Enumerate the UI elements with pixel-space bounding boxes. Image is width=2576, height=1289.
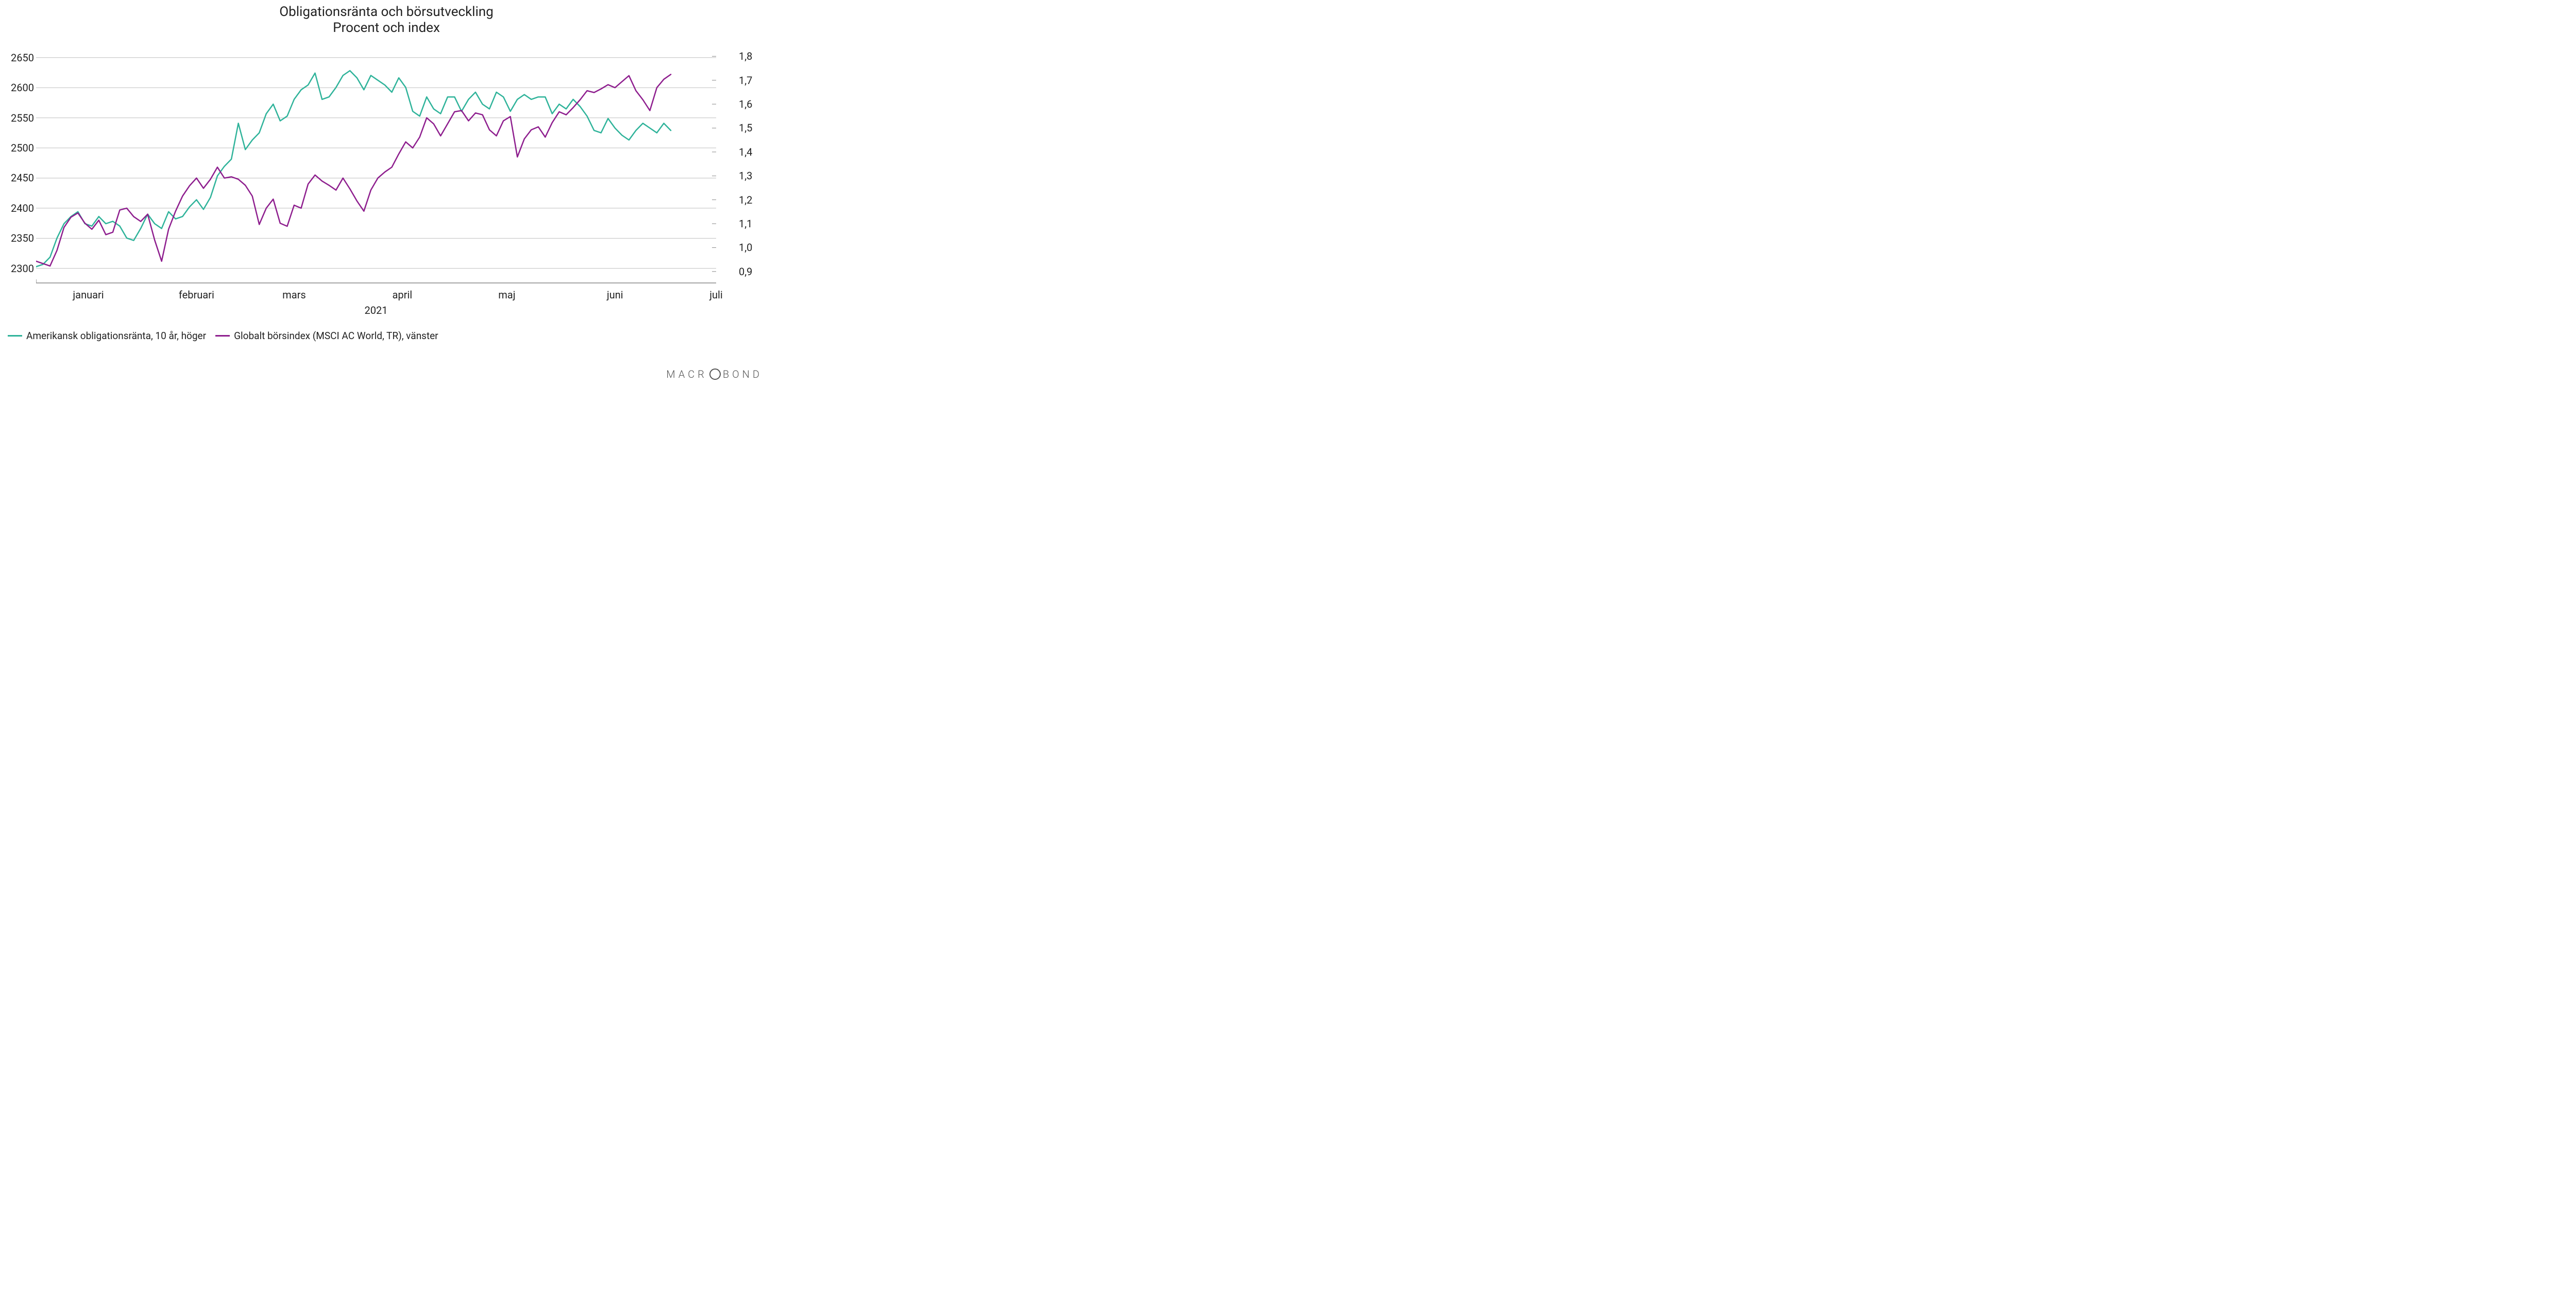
chart-legend: Amerikansk obligationsränta, 10 år, höge… xyxy=(8,330,438,342)
legend-item-msci: Globalt börsindex (MSCI AC World, TR), v… xyxy=(215,330,438,342)
y-axis-left-labels: 2300 2350 2400 2450 2500 2550 2600 2650 xyxy=(3,52,34,283)
brand-o-icon xyxy=(709,369,721,380)
y-right-tick-label: 1,6 xyxy=(739,98,770,110)
brand-text-after: BOND xyxy=(723,368,762,380)
legend-item-bond: Amerikansk obligationsränta, 10 år, höge… xyxy=(8,330,206,342)
x-tick-label: juni xyxy=(607,289,623,301)
chart-container: Obligationsränta och börsutveckling Proc… xyxy=(0,0,773,387)
x-tick-label: april xyxy=(392,289,412,301)
chart-plot-area xyxy=(36,52,716,283)
y-axis-right-labels: 0,9 1,0 1,1 1,2 1,3 1,4 1,5 1,6 1,7 1,8 xyxy=(739,52,770,283)
x-tick-label: juli xyxy=(709,289,723,301)
legend-label-msci: Globalt börsindex (MSCI AC World, TR), v… xyxy=(234,330,438,342)
y-right-tick-label: 1,3 xyxy=(739,170,770,182)
y-left-tick-label: 2550 xyxy=(3,112,34,124)
chart-title-line2: Procent och index xyxy=(0,20,773,36)
legend-label-bond: Amerikansk obligationsränta, 10 år, höge… xyxy=(26,330,206,342)
y-right-tick-label: 1,8 xyxy=(739,50,770,62)
x-axis-year: 2021 xyxy=(36,304,716,316)
y-left-tick-label: 2300 xyxy=(3,262,34,275)
y-right-tick-label: 1,4 xyxy=(739,146,770,158)
chart-title-line1: Obligationsränta och börsutveckling xyxy=(0,4,773,20)
x-tick-label: februari xyxy=(179,289,214,301)
chart-svg xyxy=(36,52,716,283)
y-right-tick-label: 0,9 xyxy=(739,265,770,278)
y-left-tick-label: 2350 xyxy=(3,232,34,244)
x-tick-label: maj xyxy=(498,289,515,301)
y-right-tick-label: 1,7 xyxy=(739,74,770,87)
y-right-tick-label: 1,0 xyxy=(739,241,770,254)
x-axis-labels: januarifebruarimarsaprilmajjunijuli xyxy=(36,289,716,304)
x-tick-label: mars xyxy=(282,289,306,301)
chart-title-block: Obligationsränta och börsutveckling Proc… xyxy=(0,0,773,36)
y-left-tick-label: 2450 xyxy=(3,172,34,184)
y-left-tick-label: 2500 xyxy=(3,142,34,154)
brand-logo: MACR BOND xyxy=(666,368,762,380)
y-right-tick-label: 1,5 xyxy=(739,122,770,134)
x-tick-label: januari xyxy=(73,289,104,301)
y-right-tick-label: 1,1 xyxy=(739,217,770,230)
y-left-tick-label: 2600 xyxy=(3,81,34,94)
legend-swatch-bond xyxy=(8,335,22,337)
y-right-tick-label: 1,2 xyxy=(739,194,770,206)
y-left-tick-label: 2650 xyxy=(3,52,34,64)
y-left-tick-label: 2400 xyxy=(3,202,34,214)
legend-swatch-msci xyxy=(215,335,230,337)
brand-text-before: MACR xyxy=(666,368,707,380)
